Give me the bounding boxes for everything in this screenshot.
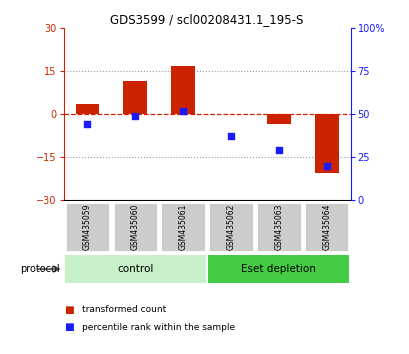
Text: Eset depletion: Eset depletion (241, 264, 315, 274)
Point (227, 134, 234, 139)
Text: protocol: protocol (20, 264, 59, 274)
FancyBboxPatch shape (208, 202, 253, 252)
Bar (266, 114, 290, 124)
Text: GSM435061: GSM435061 (178, 203, 187, 250)
FancyBboxPatch shape (112, 202, 157, 252)
Bar (123, 81, 147, 114)
Point (84, 122, 90, 127)
FancyBboxPatch shape (65, 202, 110, 252)
Text: GSM435059: GSM435059 (83, 203, 92, 250)
Bar (314, 114, 338, 173)
Point (132, 113, 138, 119)
Point (180, 108, 186, 114)
Bar (171, 65, 195, 114)
Text: GSM435062: GSM435062 (226, 203, 235, 250)
Text: transformed count: transformed count (82, 305, 166, 314)
Text: GSM435063: GSM435063 (274, 203, 283, 250)
Text: ■: ■ (63, 305, 73, 315)
FancyBboxPatch shape (303, 202, 348, 252)
Text: GSM435064: GSM435064 (321, 203, 330, 250)
Point (275, 147, 281, 153)
FancyBboxPatch shape (65, 255, 205, 283)
Bar (75, 104, 99, 114)
FancyBboxPatch shape (208, 255, 348, 283)
Text: percentile rank within the sample: percentile rank within the sample (82, 323, 234, 332)
Text: ■: ■ (63, 322, 73, 332)
Text: GSM435060: GSM435060 (130, 203, 139, 250)
FancyBboxPatch shape (256, 202, 301, 252)
Text: control: control (117, 264, 153, 274)
Point (323, 163, 329, 169)
FancyBboxPatch shape (160, 202, 205, 252)
Title: GDS3599 / scl00208431.1_195-S: GDS3599 / scl00208431.1_195-S (110, 13, 303, 26)
